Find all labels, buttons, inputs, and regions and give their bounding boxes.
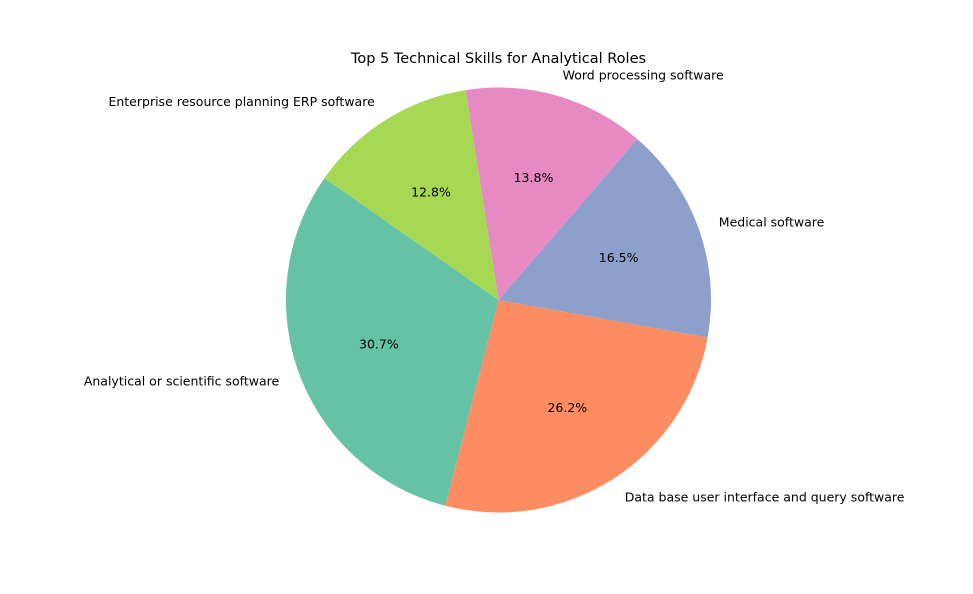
pie-slice-percentage-0: 30.7% xyxy=(359,337,399,352)
pie-category-labels: Analytical or scientific software Data ba… xyxy=(84,68,905,505)
pie-slice-label-0: Analytical or scientific software xyxy=(84,373,280,388)
pie-slice-label-2: Medical software xyxy=(719,214,825,229)
pie-slice-0 xyxy=(286,178,499,506)
pie-slice-label-1: Data base user interface and query softw… xyxy=(625,489,905,504)
pie-slice-percentage-3: 13.8% xyxy=(514,170,554,185)
pie-slice-3 xyxy=(465,87,638,300)
pie-percentage-labels: 30.7% 26.2% 16.5% 13.8% 12.8% xyxy=(359,170,639,415)
pie-slices xyxy=(286,87,712,513)
pie-slice-1 xyxy=(445,300,708,513)
pie-slice-label-3: Word processing software xyxy=(563,68,724,83)
pie-slice-2 xyxy=(498,139,712,338)
pie-slice-4 xyxy=(324,90,499,300)
pie-slice-label-4: Enterprise resource planning ERP softwar… xyxy=(108,94,375,109)
pie-slice-percentage-4: 12.8% xyxy=(411,184,451,199)
pie-slice-percentage-1: 26.2% xyxy=(547,400,587,415)
chart-title: Top 5 Technical Skills for Analytical Ro… xyxy=(350,51,646,67)
pie-slice-percentage-2: 16.5% xyxy=(599,250,639,265)
